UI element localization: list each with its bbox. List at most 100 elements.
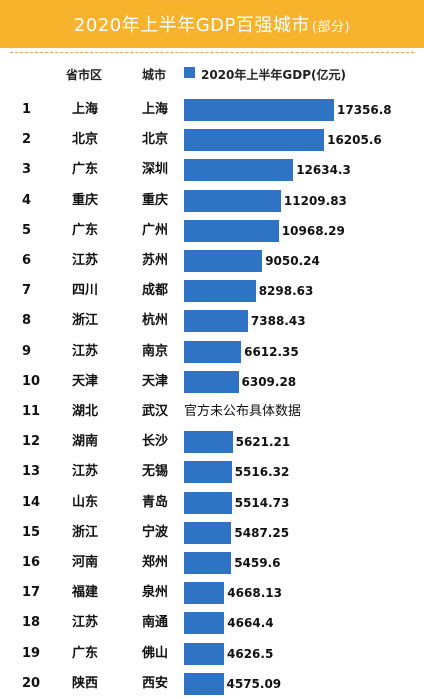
rank-label: 14 xyxy=(22,494,41,510)
chart-row: 7 四川 成都 8298.63 xyxy=(0,276,424,306)
gdp-bar xyxy=(184,370,239,393)
chart-row: 4 重庆 重庆 11209.83 xyxy=(0,186,424,216)
chart-row: 13 江苏 无锡 5516.32 xyxy=(0,457,424,487)
value-label: 16205.6 xyxy=(327,133,382,148)
province-label: 福建 xyxy=(72,585,99,601)
rank-label: 9 xyxy=(22,343,32,359)
gdp-bar xyxy=(184,99,334,121)
value-label: 17356.8 xyxy=(337,103,392,117)
city-label: 长沙 xyxy=(142,434,169,450)
province-label: 浙江 xyxy=(72,313,99,329)
city-label: 郑州 xyxy=(142,555,169,570)
city-label: 深圳 xyxy=(142,162,169,178)
gdp-bar xyxy=(184,672,224,695)
province-label: 江苏 xyxy=(72,253,99,268)
gdp-bar xyxy=(184,431,233,454)
city-label: 重庆 xyxy=(142,192,169,208)
divider xyxy=(10,52,414,53)
chart-row: 1 上海 上海 17356.8 xyxy=(0,95,424,125)
chart-title: 2020年上半年GDP百强城市 (部分) xyxy=(73,15,351,36)
province-label: 陕西 xyxy=(72,675,99,691)
province-label: 广东 xyxy=(72,645,99,661)
rank-label: 15 xyxy=(22,524,41,540)
city-label: 无锡 xyxy=(142,464,169,480)
value-label: 5487.25 xyxy=(234,525,290,540)
rank-label: 16 xyxy=(22,555,41,570)
rank-label: 6 xyxy=(22,253,32,268)
rank-label: 11 xyxy=(22,404,41,419)
chart-row: 5 广东 广州 10968.29 xyxy=(0,216,424,246)
chart-row: 16 河南 郑州 5459.6 xyxy=(0,548,424,578)
city-label: 青岛 xyxy=(142,494,169,510)
rank-label: 19 xyxy=(22,645,41,661)
legend-swatch xyxy=(184,67,195,78)
city-label: 成都 xyxy=(142,283,169,299)
city-label: 武汉 xyxy=(142,404,169,419)
chart-row: 9 江苏 南京 6612.35 xyxy=(0,337,424,367)
gdp-bar xyxy=(184,552,232,574)
chart-row: 8 浙江 杭州 7388.43 xyxy=(0,306,424,336)
province-label: 广东 xyxy=(72,222,99,238)
rank-label: 7 xyxy=(22,283,32,299)
rank-label: 12 xyxy=(22,434,41,450)
gdp-bar xyxy=(184,250,263,272)
province-label: 湖南 xyxy=(72,434,99,450)
value-label: 11209.83 xyxy=(283,193,347,208)
gdp-bar xyxy=(184,280,256,303)
value-label: 4575.09 xyxy=(226,676,282,691)
value-label: 12634.3 xyxy=(296,163,351,178)
gdp-bar xyxy=(184,189,281,212)
legend-label: 2020年上半年GDP(亿元) xyxy=(201,68,346,82)
header-province: 省市区 xyxy=(66,68,103,82)
gdp-bar xyxy=(184,612,225,635)
gdp-bar xyxy=(184,219,279,242)
province-label: 上海 xyxy=(72,102,99,117)
city-label: 泉州 xyxy=(142,585,169,601)
value-label: 5459.6 xyxy=(234,556,281,570)
rank-label: 5 xyxy=(22,222,32,238)
gdp-bar xyxy=(184,159,294,182)
title-banner: 2020年上半年GDP百强城市 (部分) xyxy=(0,0,424,48)
city-label: 天津 xyxy=(142,373,169,389)
province-label: 山东 xyxy=(72,494,99,510)
value-label: 9050.24 xyxy=(265,254,320,268)
value-label: 10968.29 xyxy=(281,223,345,238)
province-label: 北京 xyxy=(72,132,99,148)
rank-label: 13 xyxy=(22,464,41,480)
province-label: 四川 xyxy=(72,283,99,299)
chart-row: 3 广东 深圳 12634.3 xyxy=(0,155,424,185)
rank-label: 10 xyxy=(22,373,41,389)
chart-row: 2 北京 北京 16205.6 xyxy=(0,125,424,155)
province-label: 浙江 xyxy=(72,524,99,540)
rank-label: 18 xyxy=(22,615,41,631)
city-label: 北京 xyxy=(142,132,169,148)
city-label: 宁波 xyxy=(142,524,169,540)
value-label: 4664.4 xyxy=(227,616,274,631)
province-label: 广东 xyxy=(72,162,99,178)
value-label: 8298.63 xyxy=(258,284,314,299)
gdp-bar xyxy=(184,642,224,665)
value-label: 4626.5 xyxy=(227,646,274,661)
chart-row: 17 福建 泉州 4668.13 xyxy=(0,578,424,608)
gdp-bar xyxy=(184,582,225,605)
province-label: 重庆 xyxy=(72,192,99,208)
chart-row: 6 江苏 苏州 9050.24 xyxy=(0,246,424,276)
no-data-note: 官方未公布具体数据 xyxy=(184,404,302,419)
province-label: 江苏 xyxy=(72,343,99,359)
province-label: 湖北 xyxy=(72,404,99,419)
rank-label: 20 xyxy=(22,675,41,691)
value-label: 5514.73 xyxy=(234,495,290,510)
gdp-bar xyxy=(184,491,232,514)
city-label: 佛山 xyxy=(142,645,169,661)
rank-label: 1 xyxy=(22,102,32,117)
rank-label: 3 xyxy=(22,162,32,178)
chart-row: 18 江苏 南通 4664.4 xyxy=(0,608,424,638)
chart-row: 11 湖北 武汉 官方未公布具体数据 xyxy=(0,397,424,427)
city-label: 西安 xyxy=(142,675,169,691)
header-city: 城市 xyxy=(142,68,167,82)
value-label: 5516.32 xyxy=(234,465,290,480)
chart-row: 14 山东 青岛 5514.73 xyxy=(0,488,424,518)
province-label: 天津 xyxy=(72,373,99,389)
province-label: 江苏 xyxy=(72,615,99,631)
city-label: 南通 xyxy=(142,615,169,631)
